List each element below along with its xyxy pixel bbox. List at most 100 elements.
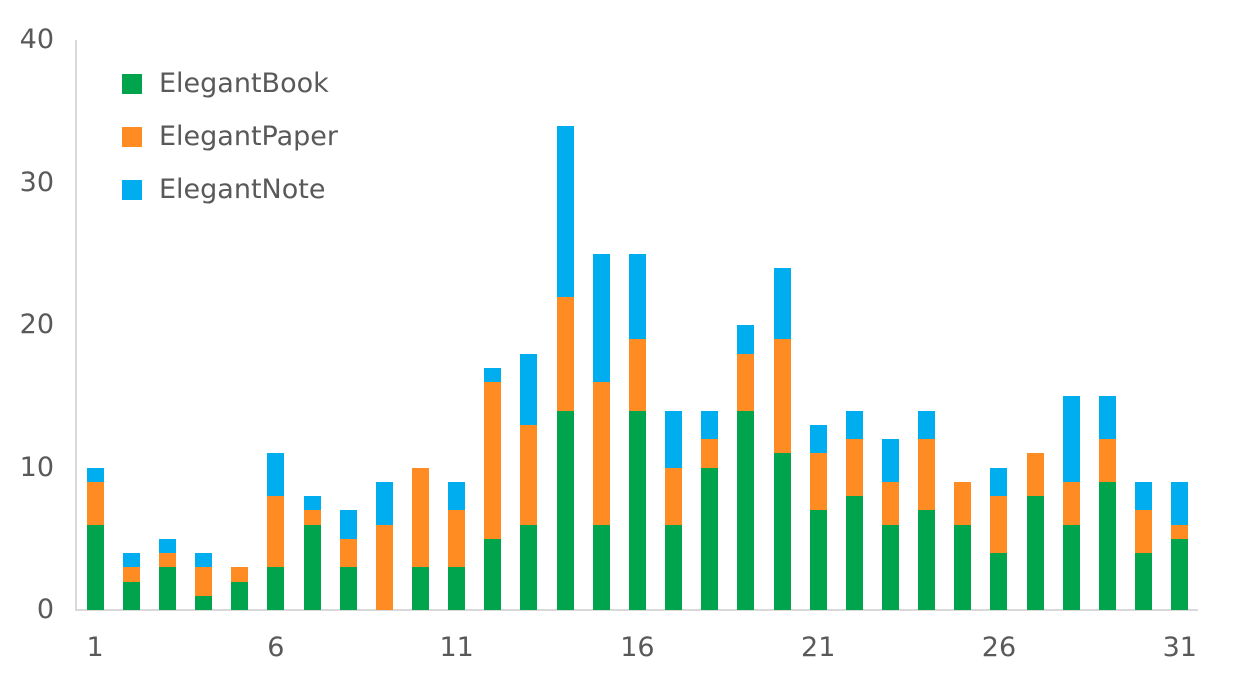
x-tick-label-26: 26 <box>981 632 1017 663</box>
bar-slot-22 <box>836 40 872 610</box>
segment-elegantbook-day-2 <box>122 581 140 610</box>
legend-label: ElegantBook <box>159 68 329 99</box>
segment-elegantpaper-day-29 <box>1098 439 1116 482</box>
segment-elegantnote-day-18 <box>701 410 719 439</box>
segment-elegantnote-day-24 <box>918 410 936 439</box>
segment-elegantnote-day-15 <box>592 253 610 382</box>
segment-elegantbook-day-15 <box>592 524 610 610</box>
segment-elegantnote-day-21 <box>809 424 827 454</box>
bar-day-10 <box>411 40 429 610</box>
segment-elegantnote-day-20 <box>773 268 791 340</box>
segment-elegantpaper-day-21 <box>809 453 827 511</box>
bar-slot-5 <box>222 40 258 610</box>
segment-elegantbook-day-6 <box>267 567 285 610</box>
bar-slot-13 <box>511 40 547 610</box>
segment-elegantpaper-day-31 <box>1171 524 1189 539</box>
segment-elegantpaper-day-6 <box>267 496 285 568</box>
bar-day-28 <box>1062 40 1080 610</box>
segment-elegantnote-day-9 <box>375 481 393 525</box>
bar-slot-8 <box>330 40 366 610</box>
segment-elegantbook-day-4 <box>195 595 213 610</box>
bar-slot-26: 26 <box>981 40 1017 663</box>
bar-day-13 <box>520 40 538 610</box>
segment-elegantnote-day-3 <box>158 538 176 553</box>
bar-day-14 <box>556 40 574 610</box>
segment-elegantnote-day-26 <box>990 467 1008 496</box>
segment-elegantbook-day-29 <box>1098 481 1116 610</box>
bar-day-7 <box>303 40 321 610</box>
segment-elegantbook-day-17 <box>665 524 683 610</box>
segment-elegantpaper-day-16 <box>628 339 646 411</box>
segment-elegantbook-day-12 <box>484 538 502 610</box>
bar-slot-15 <box>583 40 619 610</box>
segment-elegantpaper-day-7 <box>303 510 321 525</box>
plot-area: 1 6 11 16 21 26 31 <box>77 40 1198 663</box>
segment-elegantbook-day-7 <box>303 524 321 610</box>
bar-slot-11: 11 <box>439 40 475 663</box>
y-axis: 0 10 20 30 40 <box>0 24 54 625</box>
bar-day-5 <box>231 40 249 610</box>
segment-elegantpaper-day-3 <box>158 553 176 568</box>
x-tick-label-21: 21 <box>801 632 836 663</box>
segment-elegantpaper-day-2 <box>122 567 140 582</box>
bar-day-16 <box>628 40 646 610</box>
segment-elegantpaper-day-15 <box>592 382 610 525</box>
segment-elegantnote-day-30 <box>1135 481 1153 511</box>
segment-elegantbook-day-23 <box>882 524 900 610</box>
segment-elegantbook-day-31 <box>1171 538 1189 610</box>
segment-elegantnote-day-14 <box>556 125 574 297</box>
segment-elegantpaper-day-28 <box>1062 481 1080 525</box>
segment-elegantpaper-day-12 <box>484 382 502 539</box>
bar-day-31 <box>1171 40 1189 610</box>
bar-day-17 <box>665 40 683 610</box>
bar-day-4 <box>195 40 213 610</box>
segment-elegantpaper-day-10 <box>411 467 429 568</box>
bar-slot-25 <box>945 40 981 610</box>
segment-elegantbook-day-10 <box>411 567 429 610</box>
y-tick-label-40: 40 <box>19 24 54 55</box>
bar-slot-20 <box>764 40 800 610</box>
bar-slot-23 <box>872 40 908 610</box>
bar-day-18 <box>701 40 719 610</box>
bar-slot-31: 31 <box>1162 40 1198 663</box>
bar-day-3 <box>158 40 176 610</box>
bar-day-12 <box>484 40 502 610</box>
segment-elegantpaper-day-25 <box>954 481 972 525</box>
segment-elegantnote-day-8 <box>339 510 357 539</box>
segment-elegantbook-day-21 <box>809 510 827 610</box>
x-tick-label-6: 6 <box>267 632 285 663</box>
segment-elegantbook-day-18 <box>701 467 719 610</box>
legend-swatch-icon <box>122 127 142 147</box>
bar-day-2 <box>122 40 140 610</box>
bar-day-9 <box>375 40 393 610</box>
segment-elegantbook-day-8 <box>339 567 357 610</box>
segment-elegantnote-day-19 <box>737 325 755 354</box>
legend-item-elegantbook: ElegantBook <box>122 68 338 99</box>
segment-elegantnote-day-31 <box>1171 481 1189 525</box>
bar-slot-29 <box>1089 40 1125 610</box>
segment-elegantbook-day-30 <box>1135 553 1153 610</box>
segment-elegantpaper-day-1 <box>86 481 104 525</box>
bar-slot-17 <box>656 40 692 610</box>
bar-day-19 <box>737 40 755 610</box>
bar-day-11 <box>448 40 466 610</box>
bar-slot-3 <box>149 40 185 610</box>
segment-elegantpaper-day-11 <box>448 510 466 568</box>
x-tick-label-16: 16 <box>620 632 655 663</box>
bar-slot-24 <box>909 40 945 610</box>
bar-slot-21: 21 <box>800 40 836 663</box>
bar-day-27 <box>1026 40 1044 610</box>
x-tick-label-11: 11 <box>439 632 474 663</box>
segment-elegantnote-day-1 <box>86 467 104 482</box>
bar-day-23 <box>882 40 900 610</box>
segment-elegantpaper-day-17 <box>665 467 683 525</box>
bar-day-25 <box>954 40 972 610</box>
y-tick-label-20: 20 <box>19 309 54 340</box>
x-tick-label-31: 31 <box>1162 632 1197 663</box>
y-axis-line <box>75 40 77 611</box>
x-tick-label-1: 1 <box>86 632 104 663</box>
legend-swatch-icon <box>122 180 142 200</box>
bar-day-20 <box>773 40 791 610</box>
legend: ElegantBook ElegantPaper ElegantNote <box>122 68 338 233</box>
segment-elegantbook-day-3 <box>158 567 176 610</box>
